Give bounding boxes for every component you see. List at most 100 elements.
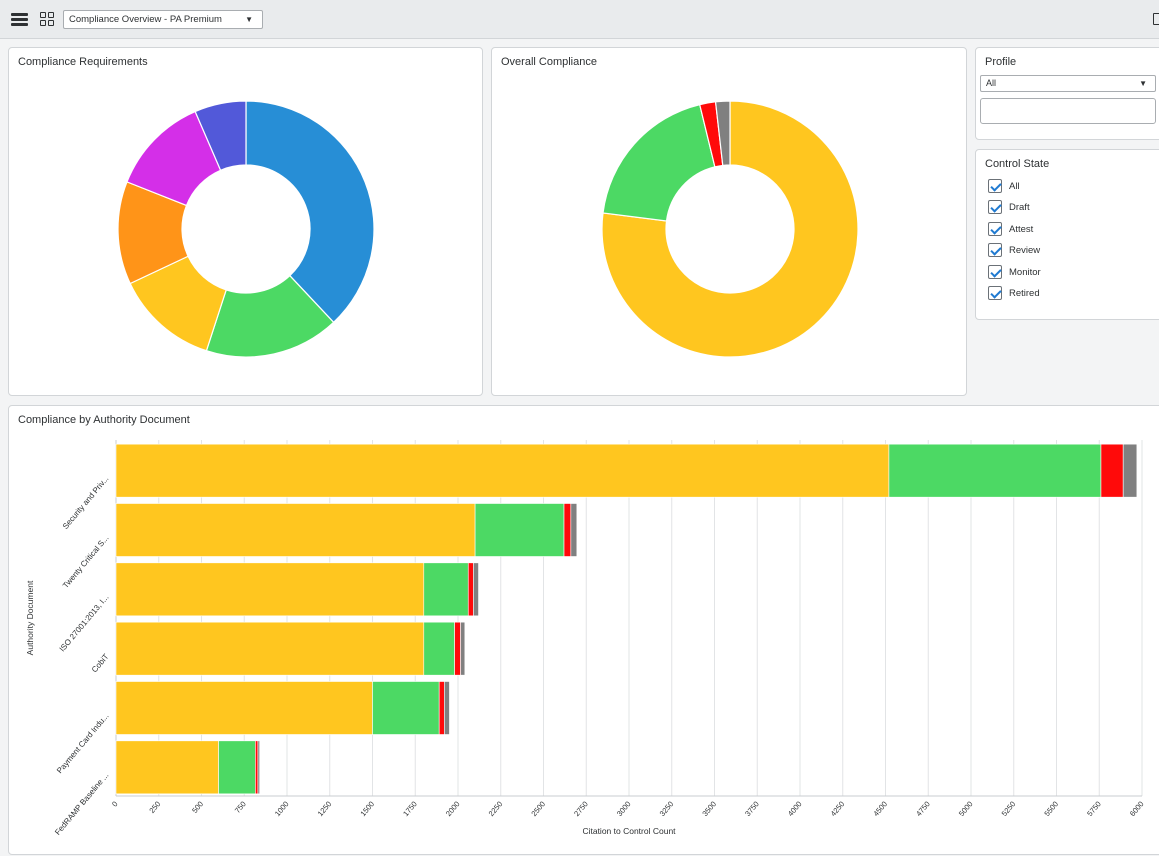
checkbox-label: Retired	[1009, 287, 1040, 299]
bar-segment[interactable]	[115, 621, 425, 676]
bar-segment[interactable]	[115, 503, 476, 557]
control-state-option-draft[interactable]: Draft	[988, 199, 1030, 215]
x-tick-label: 5250	[1000, 800, 1018, 819]
profile-filter-input[interactable]	[980, 98, 1156, 124]
hamburger-menu-icon[interactable]	[11, 13, 28, 26]
bar-segment[interactable]	[423, 562, 469, 617]
checkbox-label: Draft	[1009, 201, 1030, 213]
dashboard-select[interactable]: Compliance Overview - PA Premium ▼	[63, 10, 263, 29]
x-tick-label: 1250	[316, 800, 334, 819]
share-icon[interactable]	[1153, 13, 1159, 25]
checkbox-checked-icon[interactable]	[988, 286, 1002, 300]
control-state-option-attest[interactable]: Attest	[988, 221, 1033, 237]
y-category-label: FedRAMP Baseline ...	[53, 771, 110, 837]
x-tick-label: 5000	[957, 800, 975, 819]
donut-slice-1[interactable]	[602, 103, 716, 222]
bar-segment[interactable]	[888, 443, 1102, 498]
control-state-option-all[interactable]: All	[988, 178, 1020, 194]
x-tick-label: 1000	[273, 800, 291, 819]
panel-title: Compliance by Authority Document	[18, 414, 190, 426]
control-state-option-review[interactable]: Review	[988, 242, 1040, 258]
x-tick-label: 250	[147, 800, 162, 815]
x-tick-label: 2750	[572, 800, 590, 819]
bar-segment[interactable]	[563, 503, 572, 557]
checkbox-label: Monitor	[1009, 266, 1041, 278]
bar-segment[interactable]	[218, 740, 256, 795]
checkbox-checked-icon[interactable]	[988, 200, 1002, 214]
y-category-label: Security and Priv...	[61, 474, 111, 531]
compliance-by-authority-panel: Compliance by Authority Document 0 250 500…	[8, 405, 1159, 855]
checkbox-label: Review	[1009, 244, 1041, 256]
x-tick-label: 0	[110, 800, 120, 809]
chevron-down-icon: ▼	[1139, 79, 1147, 88]
x-tick-label: 4750	[914, 800, 932, 819]
overall-compliance-chart	[601, 100, 859, 358]
donut-slice-5[interactable]	[194, 100, 247, 172]
bar-segment[interactable]	[438, 681, 445, 735]
x-tick-label: 3000	[615, 800, 633, 819]
bar-segment[interactable]	[454, 621, 461, 676]
compliance-by-authority-chart: 0 250 500 750 1000 1250 1500 1750 2000 2250 2500 27…	[25, 440, 1146, 837]
x-tick-label: 2250	[487, 800, 505, 819]
donut-slice-0[interactable]	[601, 100, 859, 358]
control-state-option-retired[interactable]: Retired	[988, 285, 1040, 301]
bar-segment[interactable]	[257, 740, 260, 795]
checkbox-checked-icon[interactable]	[988, 265, 1002, 279]
bar-segment[interactable]	[115, 562, 425, 617]
chevron-down-icon: ▼	[245, 15, 253, 24]
panel-title: Control State	[985, 158, 1050, 170]
bar-segment[interactable]	[460, 621, 466, 676]
control-state-panel: Control State All Draft Attest Review Mo…	[975, 149, 1159, 320]
x-tick-label: 3250	[658, 800, 676, 819]
dashboard-select-value: Compliance Overview - PA Premium	[69, 14, 222, 25]
bar-segment[interactable]	[372, 681, 440, 735]
bar-segment[interactable]	[115, 740, 219, 795]
x-tick-label: 5500	[1042, 800, 1060, 819]
x-tick-label: 3750	[743, 800, 761, 819]
bar-segment[interactable]	[255, 740, 259, 795]
checkbox-checked-icon[interactable]	[988, 243, 1002, 257]
x-tick-label: 4250	[829, 800, 847, 819]
x-tick-label: 500	[190, 800, 205, 815]
x-tick-label: 5750	[1085, 800, 1103, 819]
bar-segment[interactable]	[467, 562, 474, 617]
dashboard-grid-icon[interactable]	[40, 12, 54, 26]
donut-slice-3[interactable]	[714, 100, 731, 167]
checkbox-checked-icon[interactable]	[988, 179, 1002, 193]
bar-segment[interactable]	[115, 443, 890, 498]
x-tick-label: 4000	[786, 800, 804, 819]
checkbox-label: Attest	[1009, 223, 1034, 235]
profile-select-value: All	[986, 78, 997, 88]
compliance-requirements-panel: Compliance Requirements	[8, 47, 483, 396]
panel-title: Compliance Requirements	[18, 56, 148, 68]
bar-segment[interactable]	[473, 562, 479, 617]
bar-segment[interactable]	[570, 503, 578, 557]
y-axis-title: Authority Document	[25, 580, 35, 655]
x-tick-label: 6000	[1128, 800, 1146, 819]
top-toolbar: Compliance Overview - PA Premium ▼	[0, 0, 1159, 39]
compliance-requirements-chart	[117, 100, 375, 358]
checkbox-label: All	[1009, 180, 1020, 192]
x-tick-label: 3500	[700, 800, 718, 819]
bar-segment[interactable]	[1100, 443, 1124, 498]
bar-segment[interactable]	[1122, 443, 1138, 498]
x-tick-label: 2000	[444, 800, 462, 819]
donut-slice-0[interactable]	[245, 100, 375, 324]
x-tick-label: 1500	[358, 800, 376, 819]
x-tick-label: 2500	[529, 800, 547, 819]
x-axis-title: Citation to Control Count	[582, 826, 676, 836]
panel-title: Profile	[985, 56, 1017, 68]
bar-segment[interactable]	[474, 503, 565, 557]
profile-panel: Profile All ▼	[975, 47, 1159, 140]
x-tick-label: 750	[233, 800, 248, 815]
panel-title: Overall Compliance	[501, 56, 597, 68]
checkbox-checked-icon[interactable]	[988, 222, 1002, 236]
y-category-label: Twenty Critical S...	[61, 534, 110, 591]
bar-segment[interactable]	[115, 681, 373, 735]
bar-segment[interactable]	[444, 681, 450, 735]
overall-compliance-panel: Overall Compliance	[491, 47, 967, 396]
bar-segment[interactable]	[423, 621, 455, 676]
profile-select[interactable]: All ▼	[980, 75, 1156, 92]
control-state-option-monitor[interactable]: Monitor	[988, 264, 1041, 280]
y-category-label: ISO 27001:2013, I...	[58, 593, 111, 654]
